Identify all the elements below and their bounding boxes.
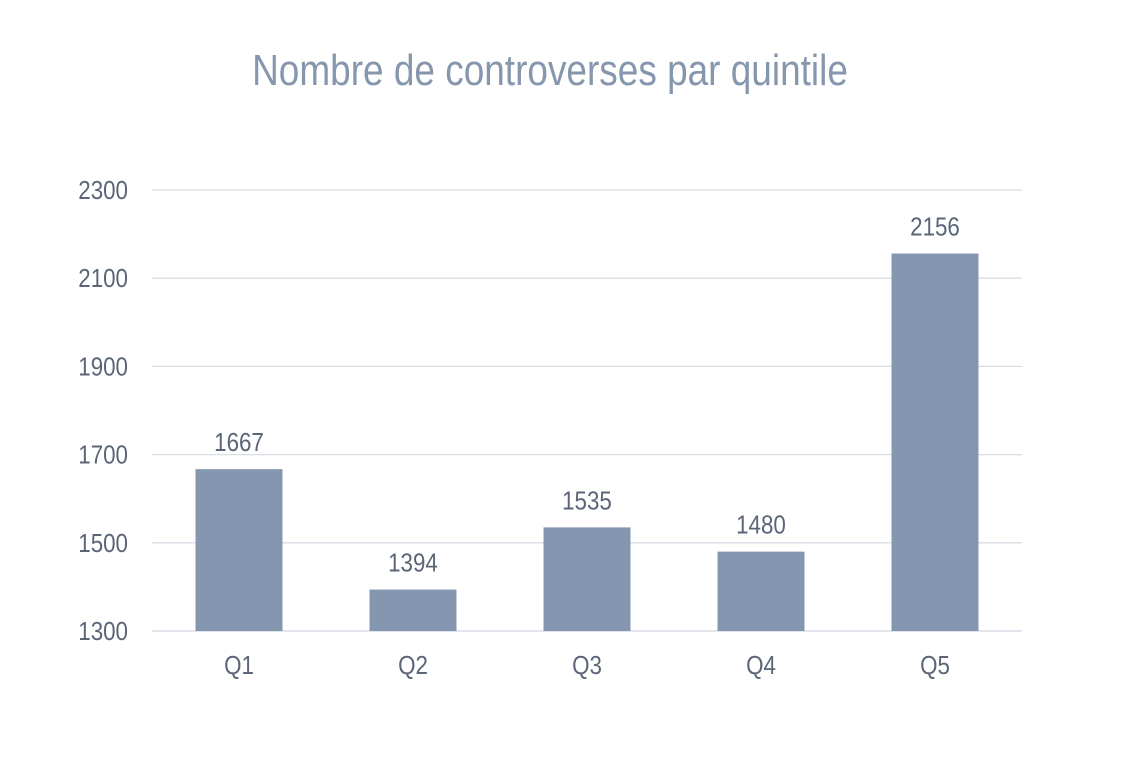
data-label-q5: 2156 — [910, 213, 960, 242]
bar-q1 — [195, 469, 283, 631]
y-tick-label: 1900 — [78, 353, 128, 382]
data-label-q2: 1394 — [388, 549, 438, 578]
y-tick-label: 1300 — [78, 617, 128, 646]
y-tick-label: 2300 — [78, 176, 128, 205]
y-axis-tick-labels: 1300 1500 1700 1900 2100 2300 — [78, 176, 128, 646]
chart-title: Nombre de controverses par quintile — [252, 46, 848, 95]
data-label-q1: 1667 — [214, 429, 264, 458]
y-tick-label: 2100 — [78, 265, 128, 294]
x-tick-label-q2: Q2 — [398, 651, 428, 680]
data-label-q4: 1480 — [736, 511, 786, 540]
bar-q2 — [369, 589, 457, 631]
data-labels: 1667 1394 1535 1480 2156 — [214, 213, 960, 578]
y-tick-label: 1700 — [78, 441, 128, 470]
y-tick-label: 1500 — [78, 529, 128, 558]
data-label-q3: 1535 — [562, 487, 612, 516]
x-tick-label-q4: Q4 — [746, 651, 776, 680]
bar-q5 — [891, 253, 979, 631]
x-axis-category-labels: Q1 Q2 Q3 Q4 Q5 — [224, 651, 950, 680]
bar-q3 — [543, 527, 631, 631]
bar-q4 — [717, 551, 805, 631]
x-tick-label-q3: Q3 — [572, 651, 602, 680]
x-tick-label-q1: Q1 — [224, 651, 254, 680]
bars — [195, 253, 979, 631]
x-tick-label-q5: Q5 — [920, 651, 950, 680]
